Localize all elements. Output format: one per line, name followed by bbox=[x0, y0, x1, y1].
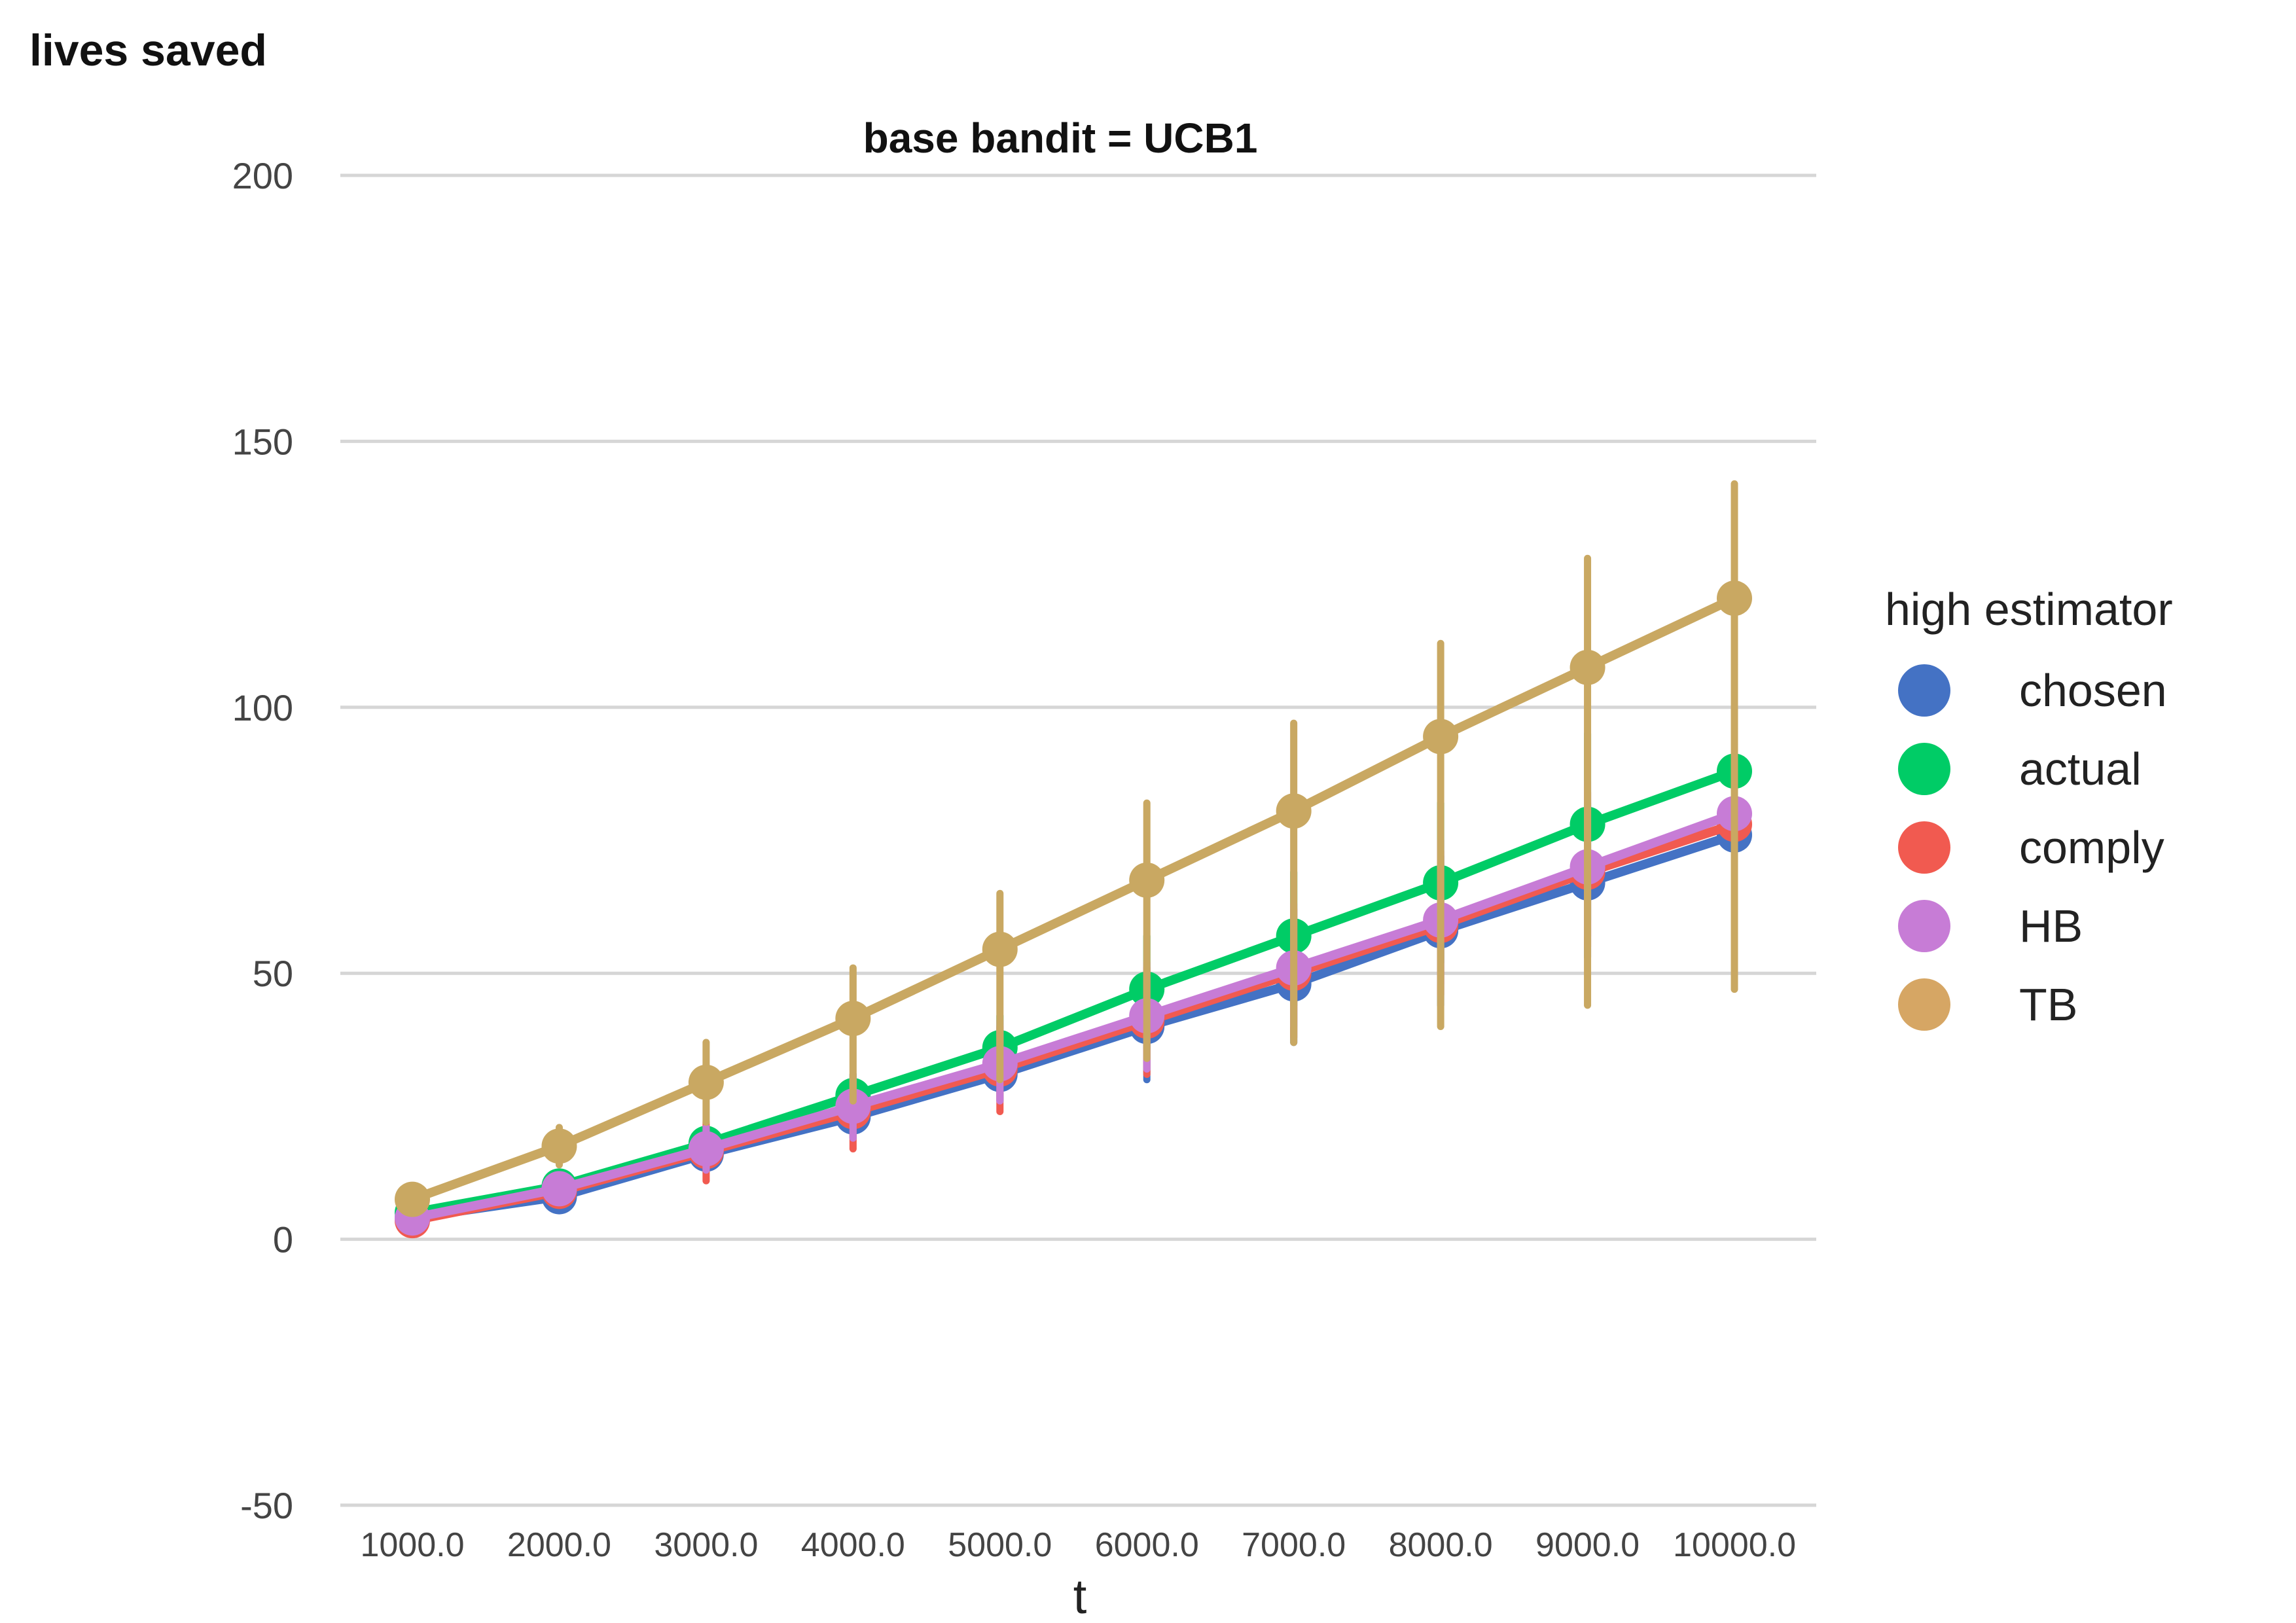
series-line bbox=[408, 594, 1739, 1204]
data-point bbox=[835, 1001, 871, 1037]
legend-label: comply bbox=[2019, 822, 2164, 873]
x-tick-label: 5000.0 bbox=[948, 1526, 1052, 1564]
x-tick-label: 10000.0 bbox=[1673, 1526, 1796, 1564]
y-tick-label: -50 bbox=[240, 1485, 293, 1526]
data-point bbox=[688, 1131, 724, 1167]
series-layer bbox=[395, 480, 1752, 1239]
legend-swatch bbox=[1898, 978, 1950, 1031]
grid-lines bbox=[340, 173, 1816, 1507]
x-axis-label: t bbox=[1073, 1569, 1087, 1623]
x-tick-label: 8000.0 bbox=[1389, 1526, 1493, 1564]
legend: high estimator chosen actual comply HB TB bbox=[1885, 584, 2173, 1031]
y-tick-label: 50 bbox=[253, 953, 293, 994]
series-tb bbox=[395, 480, 1752, 1217]
x-tick-label: 6000.0 bbox=[1095, 1526, 1199, 1564]
y-tick-label: 0 bbox=[273, 1219, 293, 1260]
data-point bbox=[541, 1128, 577, 1164]
data-point bbox=[1717, 580, 1752, 616]
series-line bbox=[408, 809, 1739, 1223]
legend-label: HB bbox=[2019, 901, 2083, 952]
data-point bbox=[541, 1171, 577, 1207]
data-point bbox=[982, 931, 1018, 967]
chart-title: base bandit = UCB1 bbox=[863, 115, 1258, 162]
legend-item-chosen: chosen bbox=[1898, 664, 2167, 717]
legend-item-comply: comply bbox=[1898, 821, 2164, 874]
x-tick-label: 7000.0 bbox=[1242, 1526, 1346, 1564]
legend-label: chosen bbox=[2019, 665, 2167, 716]
y-tick-label: 100 bbox=[232, 687, 293, 728]
data-point bbox=[1423, 719, 1459, 755]
y-axis-label: lives saved bbox=[29, 26, 267, 75]
data-point bbox=[1129, 862, 1165, 898]
data-point bbox=[1276, 793, 1312, 829]
legend-swatch bbox=[1898, 900, 1950, 952]
data-point bbox=[688, 1064, 724, 1100]
x-tick-label: 2000.0 bbox=[507, 1526, 611, 1564]
legend-item-tb: TB bbox=[1898, 978, 2077, 1031]
legend-item-actual: actual bbox=[1898, 743, 2142, 795]
legend-swatch bbox=[1898, 664, 1950, 717]
data-point bbox=[395, 1181, 430, 1217]
legend-swatch bbox=[1898, 743, 1950, 795]
x-tick-label: 4000.0 bbox=[801, 1526, 905, 1564]
data-point bbox=[1570, 649, 1605, 685]
legend-label: actual bbox=[2019, 743, 2142, 794]
y-tick-label: 150 bbox=[232, 421, 293, 462]
legend-swatch bbox=[1898, 821, 1950, 874]
legend-title: high estimator bbox=[1885, 584, 2173, 635]
legend-label: TB bbox=[2019, 979, 2077, 1030]
x-tick-label: 9000.0 bbox=[1535, 1526, 1640, 1564]
y-tick-label: 200 bbox=[232, 155, 293, 196]
x-tick-label: 3000.0 bbox=[654, 1526, 758, 1564]
x-tick-labels: 1000.0 2000.0 3000.0 4000.0 5000.0 6000.0 7000… bbox=[360, 1526, 1796, 1564]
data-point bbox=[835, 1088, 871, 1124]
x-tick-label: 1000.0 bbox=[360, 1526, 464, 1564]
legend-item-hb: HB bbox=[1898, 900, 2083, 952]
y-tick-labels: 200 150 100 50 0 -50 bbox=[232, 155, 293, 1526]
